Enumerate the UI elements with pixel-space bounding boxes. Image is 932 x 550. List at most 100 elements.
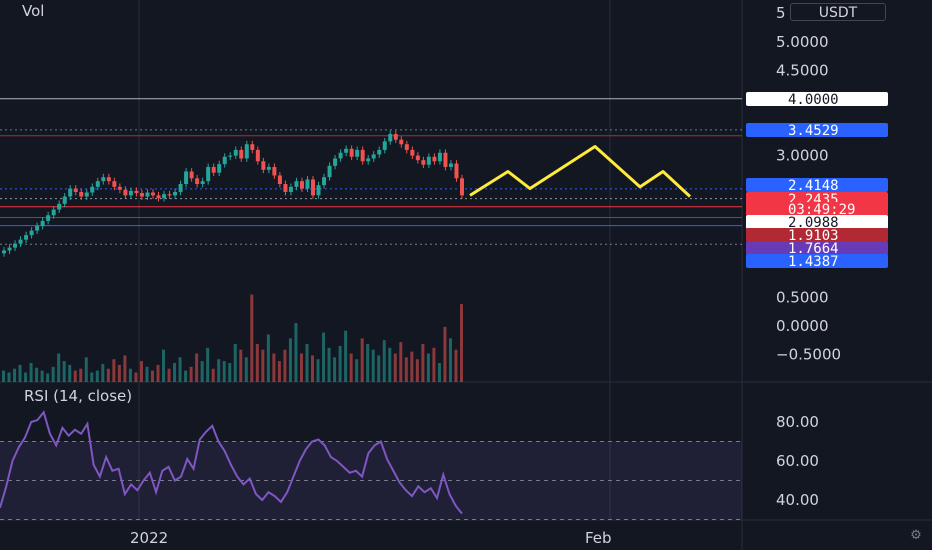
candle-body	[106, 177, 111, 182]
candle-body	[79, 191, 84, 197]
volume-bar	[2, 370, 5, 382]
volume-bar	[255, 344, 259, 382]
candle-body	[139, 193, 144, 197]
volume-bar	[299, 353, 303, 382]
rsi-line	[0, 410, 463, 515]
price-badge	[746, 254, 888, 268]
price-axis[interactable]: 5.0000 4.5000 3.0000 0.5000 0.0000 −0.5000 5	[776, 4, 841, 363]
candle-body	[415, 155, 420, 161]
volume-bar	[448, 338, 452, 382]
candle-body	[277, 175, 282, 184]
volume-bar	[283, 349, 287, 382]
settings-icon[interactable]: ⚙	[910, 528, 922, 543]
volume-bar	[228, 363, 232, 382]
volume-bar	[426, 353, 430, 382]
volume-bar	[150, 370, 154, 382]
candle-body	[399, 139, 404, 145]
projection-zigzag-line[interactable]	[469, 145, 692, 198]
price-badges: 4.00003.45292.41482.243503:49:292.09881.…	[746, 92, 888, 270]
candle-body	[272, 166, 277, 176]
candle-body	[128, 190, 133, 196]
volume-bar	[217, 359, 221, 382]
candle-body	[371, 154, 376, 159]
candle-body	[84, 192, 89, 197]
volume-bar	[366, 344, 370, 382]
volume-bar	[106, 368, 110, 382]
volume-bar	[73, 370, 77, 382]
candle-body	[311, 179, 316, 196]
price-badge	[746, 92, 888, 106]
candle-body	[134, 190, 139, 194]
candle-body	[112, 181, 117, 187]
price-tick-label: 4.5000	[776, 61, 829, 79]
candle-body	[239, 149, 244, 159]
candle-body	[40, 220, 45, 227]
candle-body	[327, 165, 332, 178]
volume-bar	[404, 357, 408, 382]
candle-body	[349, 148, 354, 157]
rsi-indicator-label[interactable]: RSI (14, close)	[24, 387, 133, 405]
price-badge	[746, 241, 888, 255]
candle-body	[404, 144, 409, 150]
price-tick-label: −0.5000	[776, 345, 841, 363]
candle-body	[7, 247, 12, 251]
candle-body	[51, 209, 56, 216]
volume-bar	[250, 294, 254, 382]
candle-body	[173, 191, 178, 196]
candle-body	[283, 184, 288, 192]
volume-bar	[178, 357, 182, 382]
volume-bar	[244, 357, 248, 382]
candle-body	[421, 160, 426, 165]
volume-bar	[360, 338, 364, 382]
candle-body	[24, 235, 29, 240]
rsi-axis[interactable]: 80.00 60.00 40.00	[776, 413, 819, 509]
candle-body	[266, 166, 271, 170]
volume-bar	[134, 372, 138, 382]
volume-indicator-label[interactable]: Vol	[22, 2, 45, 20]
volume-bar	[162, 349, 166, 382]
candle-body	[426, 156, 431, 165]
price-badge-label: 2.0988	[788, 215, 839, 231]
candle-body	[95, 181, 100, 187]
candlesticks	[2, 130, 464, 257]
candle-body	[217, 164, 222, 173]
candle-body	[299, 181, 304, 189]
price-badge-label: 2.4148	[788, 178, 839, 194]
rsi-tick-label: 40.00	[776, 491, 819, 509]
volume-bar	[294, 323, 298, 382]
volume-bar	[200, 361, 204, 382]
volume-bar	[316, 359, 320, 382]
candle-body	[233, 149, 238, 156]
candle-body	[195, 178, 200, 184]
volume-bar	[421, 344, 425, 382]
candle-body	[454, 163, 459, 179]
candle-body	[255, 149, 260, 162]
volume-bar	[272, 353, 276, 382]
price-tick-label: 5.0000	[776, 33, 829, 51]
volume-bar	[305, 344, 309, 382]
volume-bar	[382, 340, 386, 382]
volume-bar	[24, 372, 28, 382]
candle-body	[460, 178, 464, 196]
volume-bar	[167, 368, 171, 382]
volume-bar	[277, 361, 281, 382]
candle-body	[178, 184, 183, 192]
time-label-feb: Feb	[585, 529, 612, 547]
candle-body	[393, 134, 398, 140]
currency-button[interactable]: USDT	[790, 3, 886, 21]
volume-bar	[437, 363, 441, 382]
volume-bar	[128, 368, 132, 382]
volume-bar	[311, 355, 315, 382]
volume-bar	[415, 359, 419, 382]
rsi-tick-label: 80.00	[776, 413, 819, 431]
price-badge-label: 1.9103	[788, 228, 839, 244]
candle-body	[432, 156, 437, 162]
volume-bar	[46, 373, 50, 382]
volume-bar	[156, 364, 160, 382]
volume-bar	[454, 349, 458, 382]
candle-body	[388, 134, 393, 142]
volume-bar	[79, 368, 83, 382]
candle-body	[333, 158, 338, 166]
price-badge-label: 3.4529	[788, 123, 839, 139]
